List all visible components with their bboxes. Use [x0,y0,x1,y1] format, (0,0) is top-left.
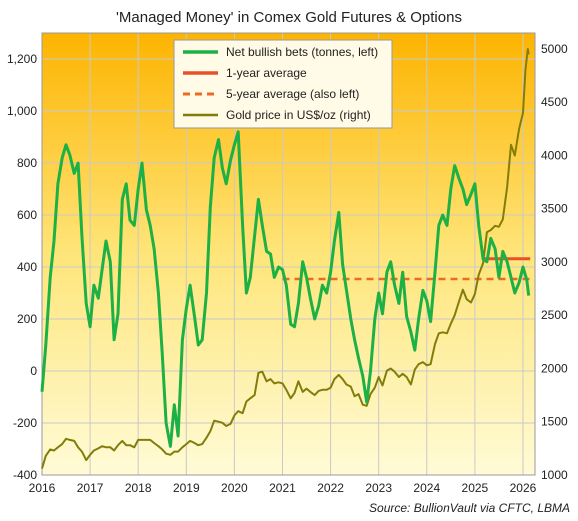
x-tick-label: 2022 [317,481,344,495]
legend-label: Gold price in US$/oz (right) [226,108,371,122]
chart-title: 'Managed Money' in Comex Gold Futures & … [116,9,462,26]
left-tick-label: 400 [17,260,37,274]
series-net-bullish-bets [40,130,531,448]
left-tick-label: 0 [30,364,37,378]
x-tick-label: 2018 [125,481,152,495]
source-note: Source: BullionVault via CFTC, LBMA [369,501,570,515]
left-tick-label: 1,000 [7,104,37,118]
legend-label: 1-year average [226,66,307,80]
right-tick-label: 4500 [541,95,568,109]
net-bullish-bets-line [40,130,531,448]
x-tick-label: 2021 [269,481,296,495]
left-axis-ticks: -400 -200 0 200 400 600 800 1,000 1,200 [7,52,37,482]
right-tick-label: 2000 [541,361,568,375]
legend-box [173,39,393,129]
left-tick-label: -200 [13,416,37,430]
legend-label: 5-year average (also left) [226,87,359,101]
right-tick-label: 4000 [541,148,568,162]
right-tick-label: 1500 [541,415,568,429]
x-tick-label: 2016 [29,481,56,495]
left-tick-label: 800 [17,156,37,170]
right-tick-label: 3500 [541,202,568,216]
plot-border [41,32,536,476]
x-tick-label: 2017 [77,481,104,495]
left-tick-label: 200 [17,312,37,326]
left-tick-label: 600 [17,208,37,222]
series-gold-price [41,48,530,469]
x-tick-label: 2026 [510,481,537,495]
grid-lines [41,32,536,476]
left-tick-label: -400 [13,468,37,482]
x-tick-label: 2023 [365,481,392,495]
legend-label: Net bullish bets (tonnes, left) [226,45,378,59]
x-tick-label: 2019 [173,481,200,495]
x-tick-label: 2025 [462,481,489,495]
x-tick-label: 2020 [221,481,248,495]
legend: Net bullish bets (tonnes, left) 1-year av… [173,39,393,129]
right-axis-ticks: 1000 1500 2000 2500 3000 3500 4000 4500 5000 [541,42,568,482]
gold-price-line [41,48,530,469]
left-tick-label: 1,200 [7,52,37,66]
right-tick-label: 2500 [541,308,568,322]
x-tick-label: 2024 [413,481,440,495]
right-tick-label: 1000 [541,468,568,482]
right-tick-label: 5000 [541,42,568,56]
right-tick-label: 3000 [541,255,568,269]
x-axis-ticks: 2016 2017 2018 2019 2020 2021 2022 2023 2024 2025… [29,481,537,495]
